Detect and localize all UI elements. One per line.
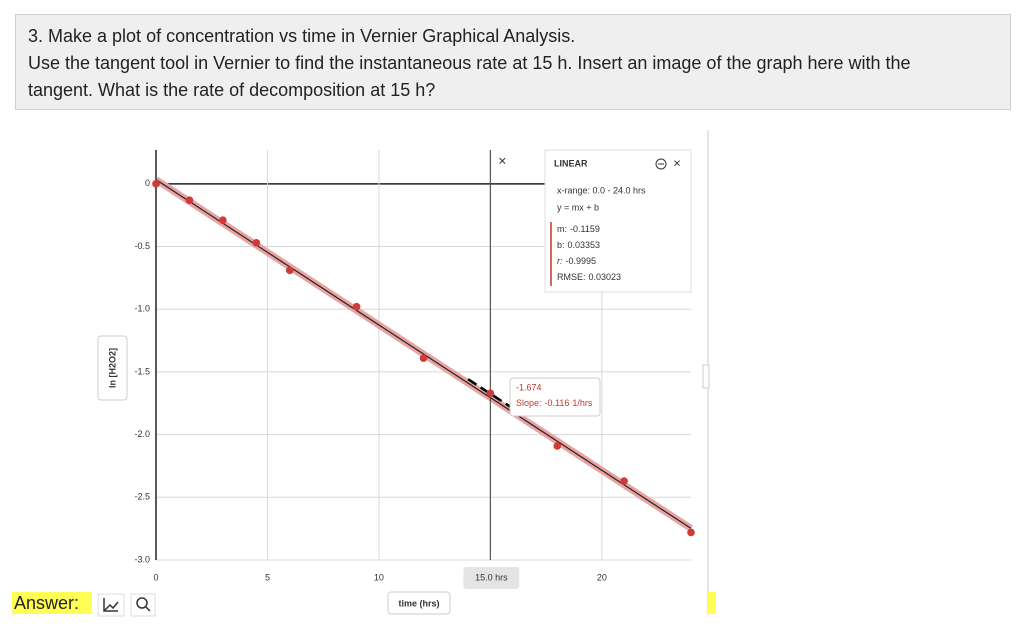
fit-param-value: -0.9995: [566, 256, 597, 266]
fit-line: [155, 179, 692, 529]
fit-param-value: -0.1159: [570, 224, 600, 234]
x-label-box: [387, 591, 451, 615]
data-point: [687, 528, 695, 537]
fit-close: ×: [673, 155, 681, 170]
y-axis-label: ln [H2O2]: [107, 348, 117, 388]
data-point: [419, 354, 428, 362]
answer-label: Answer:: [14, 593, 79, 613]
tangent-slope-part: 1/hrs: [572, 398, 593, 408]
tangent-slope-part: -0.116: [545, 398, 570, 408]
y-tick-label: -0.5: [134, 241, 150, 251]
y-tick-label: -1.5: [134, 366, 150, 376]
zoom-icon: [136, 597, 148, 609]
tangent-slope-part: Slope:: [516, 398, 542, 408]
fit-param: r: -0.9995: [557, 256, 596, 266]
question-line: Use the tangent tool in Vernier to find …: [28, 53, 911, 73]
question-line: tangent. What is the rate of decompositi…: [28, 80, 436, 100]
y-tick-label: -2.0: [134, 429, 150, 439]
fit-param-label: m:: [557, 224, 567, 234]
x-tick-label: 0: [153, 572, 158, 582]
y-tick-label: -1.0: [134, 304, 150, 314]
fit-title: LINEAR: [554, 158, 588, 168]
cursor-label-box: [463, 567, 520, 589]
tangent-line: [467, 378, 514, 410]
x-tick-label: 10: [374, 572, 384, 582]
fit-param-value: 0.03023: [589, 272, 622, 282]
tangent-value: -1.674: [516, 382, 542, 392]
cursor-close: ×: [498, 153, 506, 169]
question-line: 3. Make a plot of concentration vs time …: [28, 26, 576, 46]
fit-param-label: b:: [557, 240, 565, 250]
data-point: [553, 442, 562, 450]
highlight: [708, 592, 716, 614]
data-point: [185, 196, 194, 204]
resize-tab[interactable]: [702, 364, 710, 389]
zoom-button[interactable]: [130, 593, 156, 617]
fit-param-label: RMSE:: [557, 272, 586, 282]
data-point: [219, 216, 227, 225]
data-point: [620, 477, 628, 485]
fit-panel: [544, 149, 692, 293]
data-point: [352, 302, 361, 311]
data-point: [252, 238, 261, 247]
zoom-icon: [145, 606, 151, 612]
data-point: [285, 266, 294, 275]
x-tick-label: 5: [265, 572, 270, 582]
fit-range: x-range: 0.0 - 24.0 hrs: [557, 185, 646, 195]
x-tick-label: 20: [597, 572, 607, 582]
y-label-box: [97, 335, 128, 401]
tangent-slope: Slope: -0.116 1/hrs: [516, 398, 593, 408]
x-axis-label: time (hrs): [398, 598, 439, 608]
tangent-box: [509, 377, 601, 417]
fit-collapse: [655, 158, 667, 170]
cursor-label: 15.0 hrs: [475, 572, 508, 582]
question-box: 3. Make a plot of concentration vs time …: [15, 14, 1011, 110]
y-tick-label: -2.5: [134, 492, 150, 502]
fit-param-label: r:: [557, 256, 563, 266]
data-point: [152, 180, 160, 188]
data-point: [486, 389, 495, 398]
graph-icon: [103, 598, 119, 612]
fit-param-value: 0.03353: [568, 240, 601, 250]
fit-param: RMSE: 0.03023: [557, 272, 621, 282]
plot-area: 0-0.5-1.0-1.5-2.0-2.5-3.00 5 10 20×15.0 hrs…: [134, 149, 695, 589]
answer-bg: [12, 592, 92, 614]
y-tick-label: 0: [145, 178, 150, 188]
fit-param: b: 0.03353: [557, 240, 600, 250]
fit-equation: y = mx + b: [557, 202, 599, 212]
fit-param: m: -0.1159: [557, 224, 600, 234]
y-tick-label: -3.0: [134, 554, 150, 564]
